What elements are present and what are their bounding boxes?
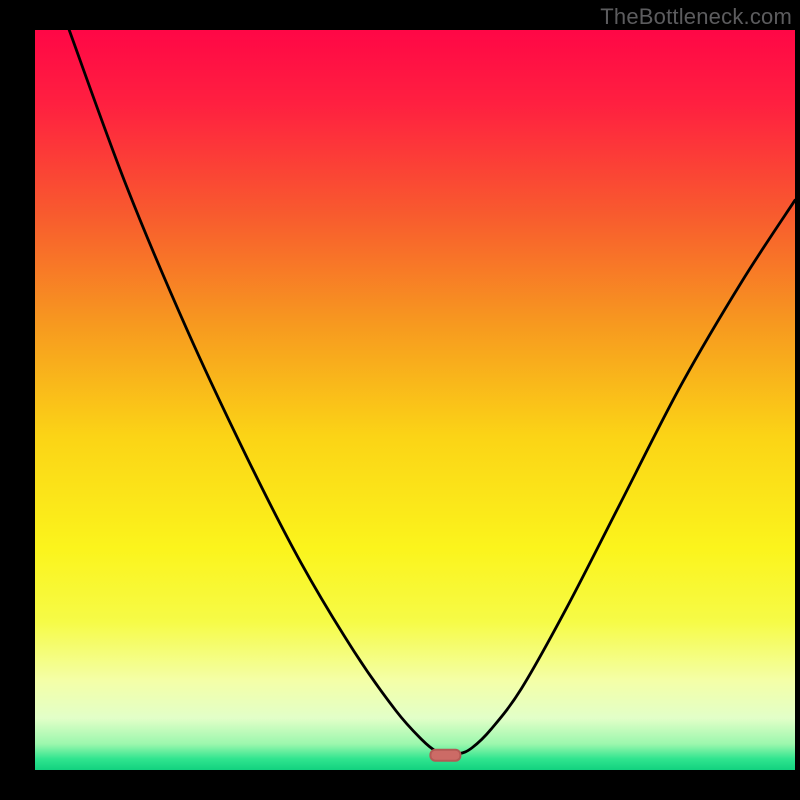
chart-svg [0, 0, 800, 800]
minimum-marker [430, 750, 460, 761]
chart-stage: TheBottleneck.com [0, 0, 800, 800]
gradient-plot-area [35, 30, 795, 770]
watermark-text: TheBottleneck.com [600, 4, 792, 30]
